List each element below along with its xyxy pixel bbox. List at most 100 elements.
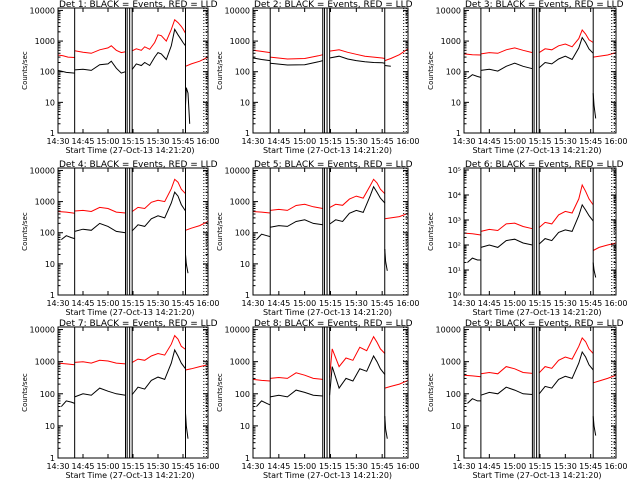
y-tick-label: 10⁰ (448, 291, 461, 300)
y-axis-label: Counts/sec (216, 51, 224, 90)
x-tick-label: 15:00 (503, 299, 526, 308)
y-tick-label: 1 (50, 291, 55, 300)
events-series-line (60, 235, 75, 240)
x-tick-label: 14:30 (46, 462, 69, 471)
x-tick-label: 15:15 (528, 299, 551, 308)
y-tick-label: 10¹ (448, 266, 461, 275)
panel-title: Det 9: BLACK = Events, RED = LLD (465, 319, 624, 329)
lld-series-line (270, 203, 323, 211)
events-series-line (131, 28, 186, 70)
x-tick-label: 15:45 (171, 137, 194, 146)
x-tick-label: 15:45 (371, 299, 394, 308)
y-tick-label: 10 (45, 422, 55, 431)
x-tick-label: 14:30 (241, 299, 264, 308)
panel-title: Det 2: BLACK = Events, RED = LLD (254, 0, 413, 10)
events-series-line (58, 69, 75, 74)
chart-panel-9: 14:30 14:45 15:00 15:15 15:30 15:45 16:00 1 10 10… (427, 319, 628, 480)
lld-series-line (253, 211, 271, 214)
x-tick-label: 14:45 (478, 299, 501, 308)
x-tick-label: 16:00 (396, 299, 419, 308)
events-series-line (538, 203, 594, 245)
y-tick-label: 10 (240, 260, 250, 269)
lld-series-line (270, 54, 323, 60)
x-axis-label: Start Time (27-Oct-13 14:21:20) (263, 471, 392, 480)
y-tick-label: 10000 (30, 6, 55, 15)
lld-series-line (74, 206, 126, 214)
y-axis-label: Counts/sec (427, 212, 435, 251)
x-tick-label: 16:00 (604, 299, 627, 308)
lld-series-line (480, 47, 533, 55)
y-tick-label: 1 (50, 454, 55, 463)
y-tick-label: 100 (40, 229, 55, 238)
x-tick-label: 14:30 (241, 462, 264, 471)
y-tick-label: 10000 (225, 166, 250, 175)
y-tick-label: 100 (235, 68, 250, 77)
x-axis-label: Start Time (27-Oct-13 14:21:20) (65, 471, 194, 480)
chart-panel-2: 14:30 14:45 15:00 15:15 15:30 15:45 16:00 1 10 10… (216, 0, 420, 155)
x-tick-label: 15:15 (528, 137, 551, 146)
x-tick-label: 16:00 (196, 299, 219, 308)
panel-title: Det 1: BLACK = Events, RED = LLD (59, 0, 218, 10)
events-series-line (329, 354, 386, 396)
events-series-line (131, 191, 186, 232)
y-tick-label: 10 (45, 98, 55, 107)
series-group (58, 334, 208, 439)
y-tick-label: 100 (40, 68, 55, 77)
panel-title: Det 6: BLACK = Events, RED = LLD (465, 160, 624, 170)
x-tick-label: 16:00 (196, 462, 219, 471)
y-tick-label: 10000 (30, 166, 55, 175)
x-tick-label: 16:00 (604, 462, 627, 471)
y-tick-label: 1000 (441, 37, 461, 46)
x-tick-label: 14:30 (241, 137, 264, 146)
events-series-line (270, 60, 323, 66)
y-tick-label: 100 (446, 68, 461, 77)
lld-series-line (538, 336, 594, 374)
y-axis-label: Counts/sec (21, 51, 29, 90)
x-tick-label: 16:00 (196, 137, 219, 146)
x-tick-label: 14:45 (478, 462, 501, 471)
lld-series-line (131, 334, 186, 363)
x-tick-label: 15:00 (293, 299, 316, 308)
lld-series-line (384, 379, 408, 389)
x-tick-label: 15:45 (579, 462, 602, 471)
lld-series-line (538, 29, 594, 54)
x-tick-label: 15:00 (293, 462, 316, 471)
y-tick-label: 1000 (441, 358, 461, 367)
lld-series-line (185, 364, 208, 371)
lld-series-line (464, 232, 481, 236)
events-series-line (384, 65, 391, 67)
x-tick-label: 14:30 (46, 137, 69, 146)
chart-panel-8: 14:30 14:45 15:00 15:15 15:30 15:45 16:00 1 10 10… (216, 319, 420, 480)
events-series-line (253, 57, 271, 62)
y-axis-label: Counts/sec (427, 51, 435, 90)
lld-series-line (131, 178, 186, 212)
y-tick-label: 1 (456, 454, 461, 463)
x-axis-label: Start Time (27-Oct-13 14:21:20) (472, 471, 601, 480)
y-tick-label: 1000 (230, 358, 250, 367)
x-axis-label: Start Time (27-Oct-13 14:21:20) (472, 146, 601, 155)
events-series-line (538, 36, 594, 69)
lld-series-line (384, 212, 408, 220)
lld-series-line (384, 48, 408, 62)
x-tick-label: 15:45 (171, 299, 194, 308)
y-tick-label: 10 (240, 98, 250, 107)
events-series-line (467, 257, 481, 263)
x-tick-label: 15:45 (371, 462, 394, 471)
lld-series-line (58, 54, 75, 58)
x-tick-label: 15:45 (579, 299, 602, 308)
x-axis-label: Start Time (27-Oct-13 14:21:20) (263, 146, 392, 155)
lld-series-line (329, 178, 386, 209)
x-tick-label: 15:30 (345, 462, 368, 471)
chart-panel-4: 14:30 14:45 15:00 15:15 15:30 15:45 16:00 1 10 10… (21, 160, 220, 317)
y-tick-label: 1 (50, 129, 55, 138)
chart-panel-1: 14:30 14:45 15:00 15:15 15:30 15:45 16:00 1 10 10… (21, 0, 220, 155)
y-tick-label: 1000 (35, 37, 55, 46)
x-tick-label: 15:15 (121, 299, 144, 308)
events-series-line (480, 62, 533, 72)
x-tick-label: 15:30 (554, 462, 577, 471)
chart-panel-3: 14:30 14:45 15:00 15:15 15:30 15:45 16:00 1 10 10… (427, 0, 628, 155)
x-tick-label: 15:30 (146, 462, 169, 471)
chart-panel-6: 14:30 14:45 15:00 15:15 15:30 15:45 16:00 10⁰ 10… (427, 160, 628, 317)
events-series-line (74, 387, 126, 398)
events-series-line (538, 350, 594, 395)
